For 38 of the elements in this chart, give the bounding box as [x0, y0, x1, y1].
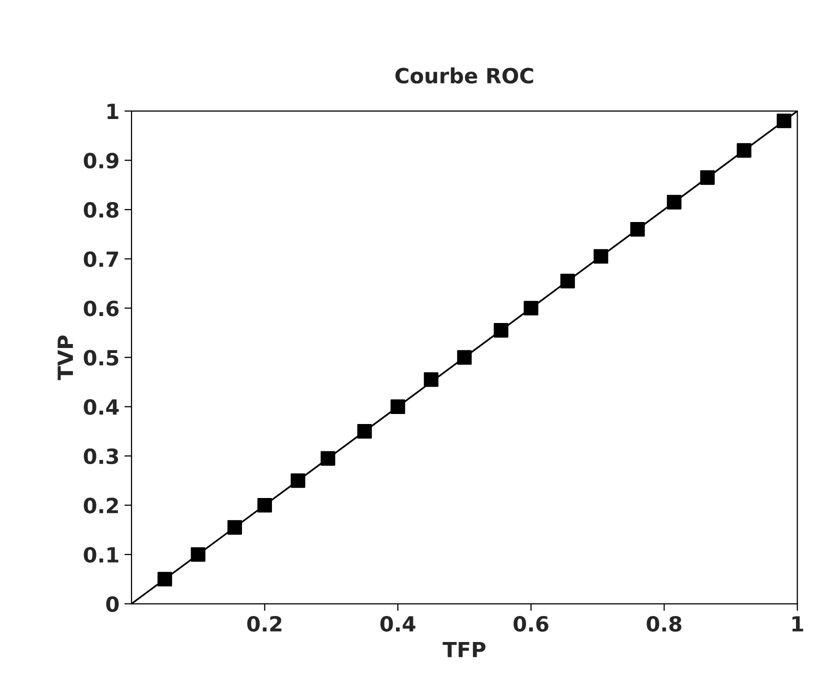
point: [736, 143, 752, 158]
point: [320, 451, 336, 466]
chart-title: Courbe ROC: [395, 67, 534, 84]
point: [227, 520, 242, 535]
y-tick-label: 0.6: [84, 300, 119, 316]
point: [424, 372, 438, 387]
point: [290, 473, 306, 488]
point: [630, 222, 645, 237]
y-tick-label: 0.3: [84, 448, 118, 464]
point: [776, 114, 792, 128]
y-tick-label: 0.1: [84, 546, 118, 563]
point: [494, 323, 508, 338]
y-tick-label: 0: [106, 596, 119, 612]
point: [357, 424, 372, 439]
y-tick-label: 0.4: [84, 399, 119, 415]
y-tick-label: 0.7: [84, 251, 118, 268]
y-tick-label: 0.5: [84, 350, 118, 366]
y-tick-label: 0.9: [84, 152, 118, 169]
point: [158, 572, 172, 586]
x-tick-label: 0.8: [646, 616, 682, 632]
y-tick-label: 0.8: [84, 202, 118, 218]
y-tick-label: 1: [108, 104, 118, 119]
point: [390, 399, 406, 414]
y-tick-label: 0.2: [84, 498, 118, 514]
y-axis-title: TVP: [58, 335, 73, 380]
point: [257, 498, 272, 513]
point: [560, 274, 575, 288]
point: [700, 170, 715, 185]
point: [594, 249, 608, 264]
x-tick-label: 0.6: [514, 616, 548, 632]
point: [190, 547, 206, 562]
x-tick-label: 1: [792, 616, 804, 632]
x-axis-title: TFP: [442, 642, 486, 658]
x-tick-label: 0.4: [380, 616, 416, 632]
x-tick-label: 0.2: [247, 616, 282, 632]
point: [524, 300, 538, 316]
point: [457, 350, 472, 365]
point: [666, 194, 682, 210]
